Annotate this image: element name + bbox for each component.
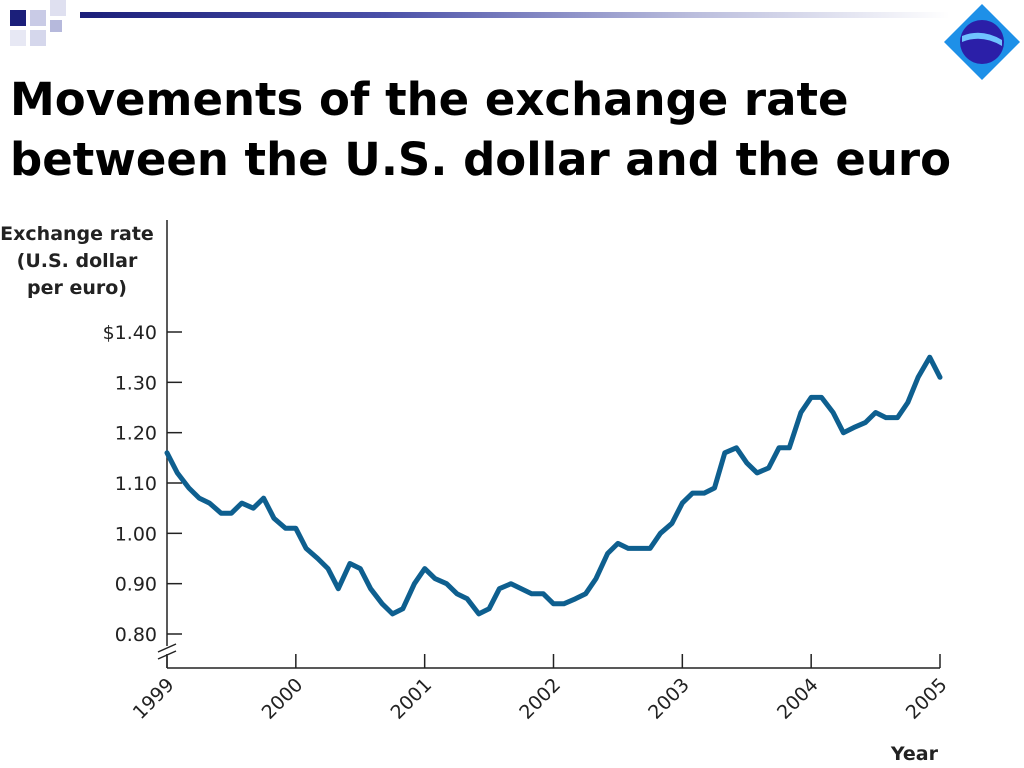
y-axis-label-line: (U.S. dollar <box>17 250 138 272</box>
series-line <box>164 354 943 617</box>
series-group <box>164 354 943 617</box>
x-axis-label: Year <box>890 743 939 765</box>
slide-title-line-1: Movements of the exchange rate <box>10 73 849 126</box>
slide-title-line-2: between the U.S. dollar and the euro <box>10 133 951 186</box>
checkered-squares-icon <box>10 0 66 46</box>
y-tick-label: 1.20 <box>115 423 157 445</box>
axis-break-mark <box>157 643 177 653</box>
y-tick-label: 0.90 <box>115 574 157 596</box>
y-axis-label-line: Exchange rate <box>0 223 154 245</box>
x-tick-label: 2004 <box>773 674 823 724</box>
y-tick-label: 1.10 <box>115 473 157 495</box>
y-axis-ticks: 0.80 0.90 1.00 1.10 1.20 1.30 $1.40 <box>103 322 182 646</box>
x-tick-label: 2002 <box>515 674 565 724</box>
slide-title: Movements of the exchange rate between t… <box>10 70 1010 190</box>
x-tick-label: 1999 <box>129 674 179 724</box>
y-tick-label: $1.40 <box>103 322 157 344</box>
y-tick-label: 1.30 <box>115 372 157 394</box>
x-tick-label: 2005 <box>902 674 952 724</box>
x-tick-label: 2003 <box>644 674 694 724</box>
y-axis-label-line: per euro) <box>27 277 127 299</box>
y-tick-label: 1.00 <box>115 523 157 545</box>
y-tick-label: 0.80 <box>115 624 157 646</box>
globe-diamond-icon <box>944 4 1020 80</box>
y-axis-label: Exchange rate (U.S. dollar per euro) <box>0 223 154 299</box>
x-tick-label: 2000 <box>258 674 308 724</box>
x-tick-label: 2001 <box>386 674 436 724</box>
x-axis-ticks: 1999 2000 2001 2002 2003 2004 2005 <box>129 654 952 724</box>
title-bar-decoration <box>80 12 950 18</box>
